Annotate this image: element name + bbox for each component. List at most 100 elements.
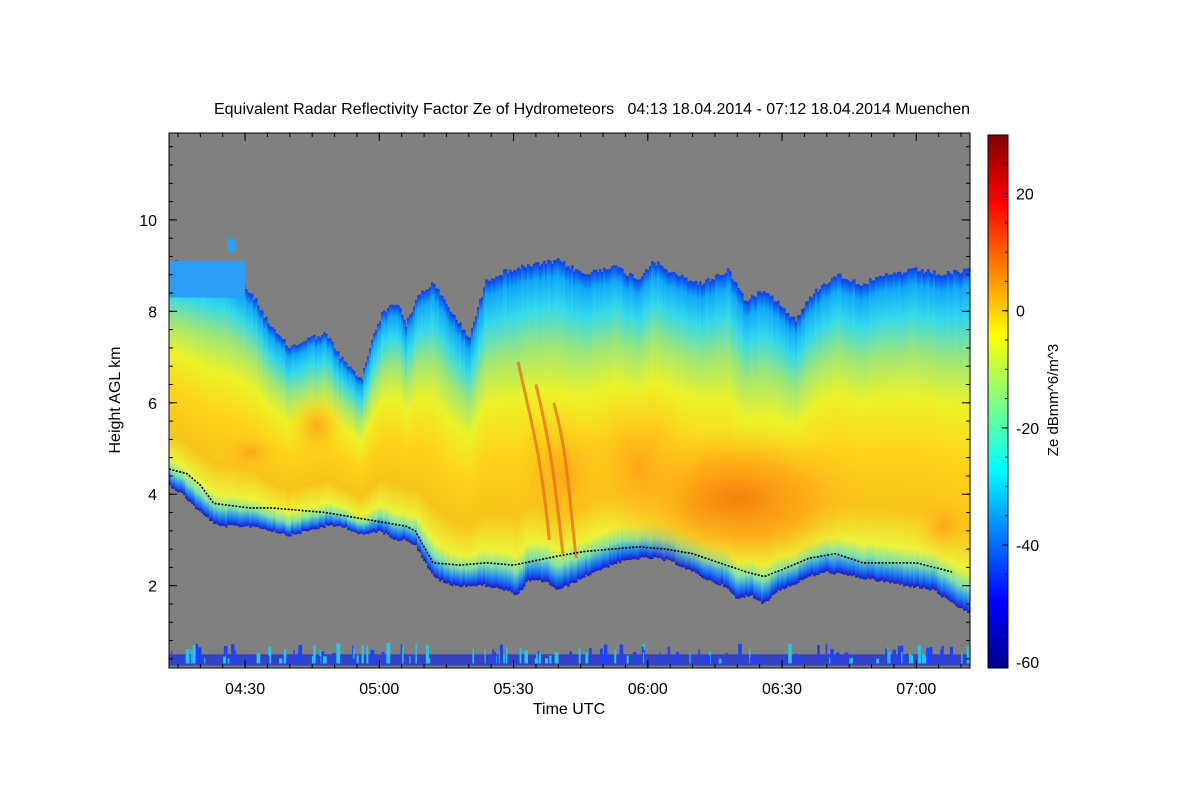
cloud-column [249, 293, 252, 528]
cloud-column [843, 278, 846, 575]
cloud-column [857, 284, 860, 578]
plot-content [169, 238, 970, 666]
cloud-column [841, 278, 844, 574]
colorbar-tick-label: -20 [1016, 421, 1039, 438]
cloud-column [395, 304, 398, 540]
core-0705 [911, 489, 970, 563]
cloud-column [221, 271, 224, 526]
cloud-column [695, 280, 698, 574]
cloud-column [513, 269, 516, 595]
cloud-column [869, 278, 872, 580]
fall-streaks [516, 361, 578, 559]
cloud-column [419, 294, 422, 553]
axes: 04:30 05:00 05:30 06:00 06:30 07:00 2 4 6 8 10 [139, 133, 970, 698]
title-period: 04:13 18.04.2014 - 07:12 18.04.2014 [627, 101, 890, 118]
cloud-column [179, 264, 182, 493]
cloud-column [459, 322, 462, 588]
cloud-column [275, 333, 278, 533]
cloud-column [957, 271, 960, 608]
x-tick-label: 04:30 [225, 681, 265, 698]
cloud-column [885, 273, 888, 582]
cloud-column [407, 317, 410, 542]
cloud-column [217, 269, 220, 525]
cloud-column [253, 300, 256, 527]
cloud-column [365, 362, 368, 534]
cloud-column [463, 329, 466, 585]
cloud-column [429, 287, 432, 571]
cloud-column [189, 261, 192, 502]
cloud-column [897, 272, 900, 584]
cloud-column [875, 277, 878, 582]
fall-streak [552, 402, 578, 559]
cloud-column [377, 323, 380, 531]
cloud-column [491, 278, 494, 589]
cloud-column [201, 263, 204, 514]
title-location: Muenchen [895, 101, 970, 118]
cloud-column [905, 272, 908, 586]
cloud-column [909, 268, 912, 588]
cloud-column [899, 271, 902, 585]
cloud-column [383, 310, 386, 535]
cloud-column [225, 272, 228, 528]
cloud-column [519, 269, 522, 591]
cloud-column [481, 297, 484, 586]
cloud-column [473, 321, 476, 586]
core-0430 [218, 430, 281, 476]
cloud-column [515, 270, 518, 595]
cloud-column [815, 288, 818, 576]
cloud-column [873, 280, 876, 580]
cloud-column [235, 279, 238, 526]
cloud-column [427, 289, 430, 569]
cloud-column [271, 327, 274, 533]
cloud-column [937, 274, 940, 594]
cloud-column [449, 311, 452, 586]
cloud-column [827, 283, 830, 572]
cloud-column [287, 347, 290, 537]
cloud-column [259, 310, 262, 529]
cloud-column [929, 272, 932, 591]
cloud-column [185, 261, 188, 499]
cloud-column [951, 274, 954, 603]
cloud-column [229, 274, 232, 526]
cloud-column [907, 269, 910, 586]
cloud-column [269, 326, 272, 531]
cloud-column [199, 267, 202, 512]
cloud-column [819, 289, 822, 574]
colorbar-tick-label: -40 [1016, 538, 1039, 555]
cloud-column [889, 274, 892, 584]
cloud-column [239, 283, 242, 528]
cloud-column [425, 289, 428, 564]
cloud-column [415, 299, 418, 545]
cloud-column [901, 274, 904, 584]
cloud-column [959, 273, 962, 609]
cloud-column [935, 275, 938, 591]
cloud-column [203, 265, 206, 516]
cloud-column [267, 323, 270, 531]
cloud-column [891, 274, 894, 583]
cloud-column [285, 345, 288, 536]
cloud-column [879, 275, 882, 582]
cloud-column [197, 264, 200, 510]
cloud-column [223, 270, 226, 526]
colorbar-tick-label: 0 [1016, 304, 1025, 321]
cloud-column [927, 269, 930, 590]
cloud-column [851, 281, 854, 577]
cloud-column [227, 273, 230, 525]
cloud-column [467, 336, 470, 586]
cloud-column [451, 313, 454, 587]
cloud-column [821, 285, 824, 573]
cloud-column [205, 269, 208, 517]
cloud-column [939, 275, 942, 596]
cloud-column [861, 285, 864, 579]
cloud-column [431, 282, 434, 574]
cloud-column [833, 276, 836, 575]
cloud-column [521, 264, 524, 590]
cloud-column [507, 273, 510, 592]
cloud-column [817, 291, 820, 576]
cloud-column [923, 273, 926, 588]
fall-streak [516, 361, 551, 541]
cloud-column [839, 273, 842, 574]
cloud-column [813, 293, 816, 577]
cloud-column [859, 285, 862, 579]
cloud-column [243, 284, 246, 527]
